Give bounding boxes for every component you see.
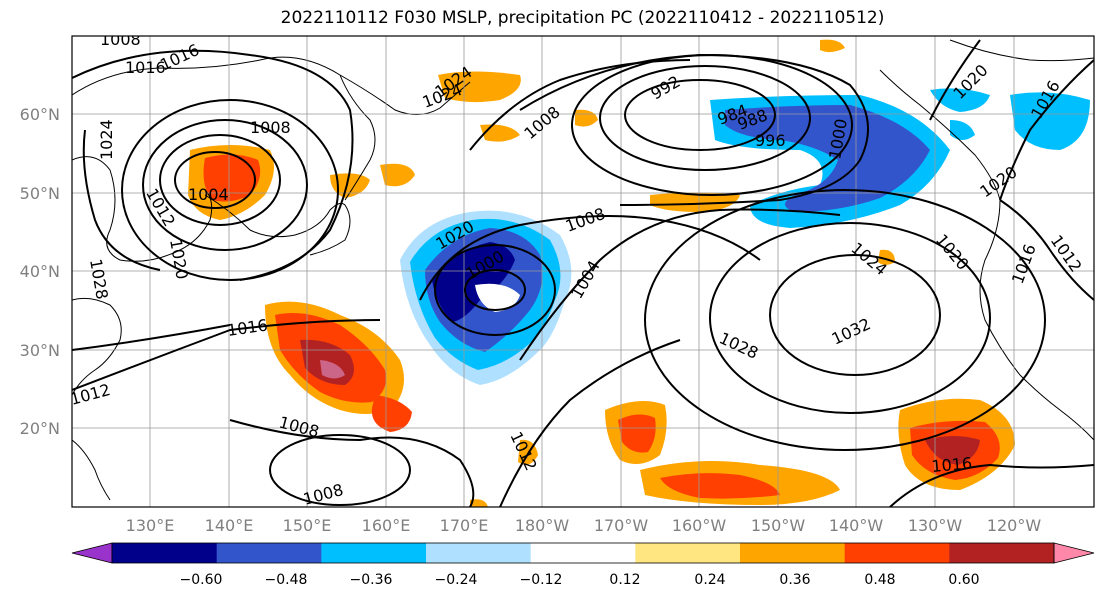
lon-label: 120°W <box>987 516 1042 535</box>
isobars <box>72 39 1094 507</box>
colorbar-tick-label: −0.36 <box>350 572 393 588</box>
colorbar-segment <box>112 543 218 563</box>
lat-label-20n: 20°N <box>20 419 60 438</box>
map-frame <box>71 35 1095 508</box>
lon-label: 140°E <box>205 516 254 535</box>
map-area: 1008 1016 1016 1008 1024 1012 1004 1020 … <box>72 30 1094 507</box>
colorbar-segment <box>844 543 950 563</box>
coastlines <box>72 39 1094 501</box>
graticule <box>72 36 1094 507</box>
map-title: 2022110112 F030 MSLP, precipitation PC (… <box>280 8 885 28</box>
lon-label: 180°W <box>515 516 570 535</box>
colorbar-segment <box>635 543 741 563</box>
colorbar-tick-label: 0.60 <box>948 572 979 588</box>
lat-label-60n: 60°N <box>20 105 60 124</box>
colorbar-segment <box>71 542 113 564</box>
precipitation-fills <box>188 39 1090 507</box>
lat-label-30n: 30°N <box>20 341 60 360</box>
lon-label: 170°E <box>440 516 489 535</box>
lon-label: 150°W <box>751 516 806 535</box>
isobar-label: 1008 <box>100 30 141 49</box>
colorbar-outline <box>111 542 1055 564</box>
lat-label-40n: 40°N <box>20 262 60 281</box>
colorbar-tick-label: 0.12 <box>609 572 640 588</box>
longitude-labels: 130°E 140°E 150°E 160°E 170°E 180°W 170°… <box>126 516 1042 535</box>
colorbar-segment <box>949 543 1055 563</box>
colorbar-tick-label: −0.24 <box>435 572 478 588</box>
isobar-label: 1024 <box>97 119 116 160</box>
lon-label: 140°W <box>829 516 884 535</box>
colorbar-segment <box>321 543 427 563</box>
colorbar-tick-label: −0.12 <box>520 572 563 588</box>
colorbar-tick-label: −0.60 <box>180 572 223 588</box>
isobar-label: 996 <box>755 131 786 150</box>
colorbar: −0.60 −0.48 −0.36 −0.24 −0.12 0.12 0.24 … <box>71 542 1095 588</box>
lon-label: 160°W <box>672 516 727 535</box>
colorbar-tick-label: 0.48 <box>864 572 895 588</box>
colorbar-segment <box>740 543 846 563</box>
isobar-label: 1004 <box>188 185 229 204</box>
colorbar-segments <box>71 542 1095 564</box>
lon-label: 130°E <box>126 516 175 535</box>
colorbar-segment <box>216 543 322 563</box>
lon-label: 170°W <box>594 516 649 535</box>
isobar-label: 1016 <box>931 454 973 476</box>
lat-label-50n: 50°N <box>20 184 60 203</box>
colorbar-segment <box>530 543 636 563</box>
isobar-label: 1008 <box>250 118 291 137</box>
latitude-labels: 60°N 50°N 40°N 30°N 20°N <box>20 105 60 438</box>
colorbar-tick-labels: −0.60 −0.48 −0.36 −0.24 −0.12 0.12 0.24 … <box>180 572 980 588</box>
isobar-label: 1016 <box>125 58 166 77</box>
lon-label: 150°E <box>283 516 332 535</box>
colorbar-tick-label: −0.48 <box>265 572 308 588</box>
colorbar-tick-label: 0.36 <box>779 572 810 588</box>
colorbar-tick-label: 0.24 <box>694 572 725 588</box>
lon-label: 160°E <box>362 516 411 535</box>
colorbar-segment <box>426 543 532 563</box>
colorbar-segment <box>1053 542 1095 564</box>
lon-label: 130°W <box>908 516 963 535</box>
